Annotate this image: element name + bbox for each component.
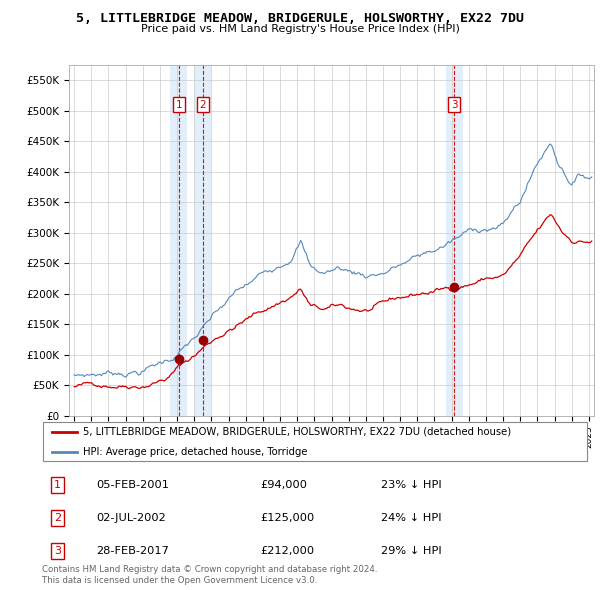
- FancyBboxPatch shape: [43, 422, 587, 461]
- Bar: [194, 65, 211, 416]
- Text: 23% ↓ HPI: 23% ↓ HPI: [380, 480, 441, 490]
- Text: 3: 3: [451, 100, 458, 110]
- Text: This data is licensed under the Open Government Licence v3.0.: This data is licensed under the Open Gov…: [42, 576, 317, 585]
- Text: 05-FEB-2001: 05-FEB-2001: [97, 480, 170, 490]
- Text: 3: 3: [54, 546, 61, 556]
- Text: 29% ↓ HPI: 29% ↓ HPI: [380, 546, 441, 556]
- Text: HPI: Average price, detached house, Torridge: HPI: Average price, detached house, Torr…: [83, 447, 307, 457]
- Text: 1: 1: [175, 100, 182, 110]
- Text: 1: 1: [54, 480, 61, 490]
- Bar: [170, 65, 187, 416]
- Text: 5, LITTLEBRIDGE MEADOW, BRIDGERULE, HOLSWORTHY, EX22 7DU (detached house): 5, LITTLEBRIDGE MEADOW, BRIDGERULE, HOLS…: [83, 427, 511, 437]
- Text: Price paid vs. HM Land Registry's House Price Index (HPI): Price paid vs. HM Land Registry's House …: [140, 24, 460, 34]
- Text: 2: 2: [200, 100, 206, 110]
- Text: Contains HM Land Registry data © Crown copyright and database right 2024.: Contains HM Land Registry data © Crown c…: [42, 565, 377, 574]
- Text: 28-FEB-2017: 28-FEB-2017: [97, 546, 169, 556]
- Text: 02-JUL-2002: 02-JUL-2002: [97, 513, 166, 523]
- Text: £125,000: £125,000: [260, 513, 314, 523]
- Text: £94,000: £94,000: [260, 480, 307, 490]
- Text: 5, LITTLEBRIDGE MEADOW, BRIDGERULE, HOLSWORTHY, EX22 7DU: 5, LITTLEBRIDGE MEADOW, BRIDGERULE, HOLS…: [76, 12, 524, 25]
- Text: 2: 2: [54, 513, 61, 523]
- Text: £212,000: £212,000: [260, 546, 314, 556]
- Bar: [446, 65, 463, 416]
- Text: 24% ↓ HPI: 24% ↓ HPI: [380, 513, 441, 523]
